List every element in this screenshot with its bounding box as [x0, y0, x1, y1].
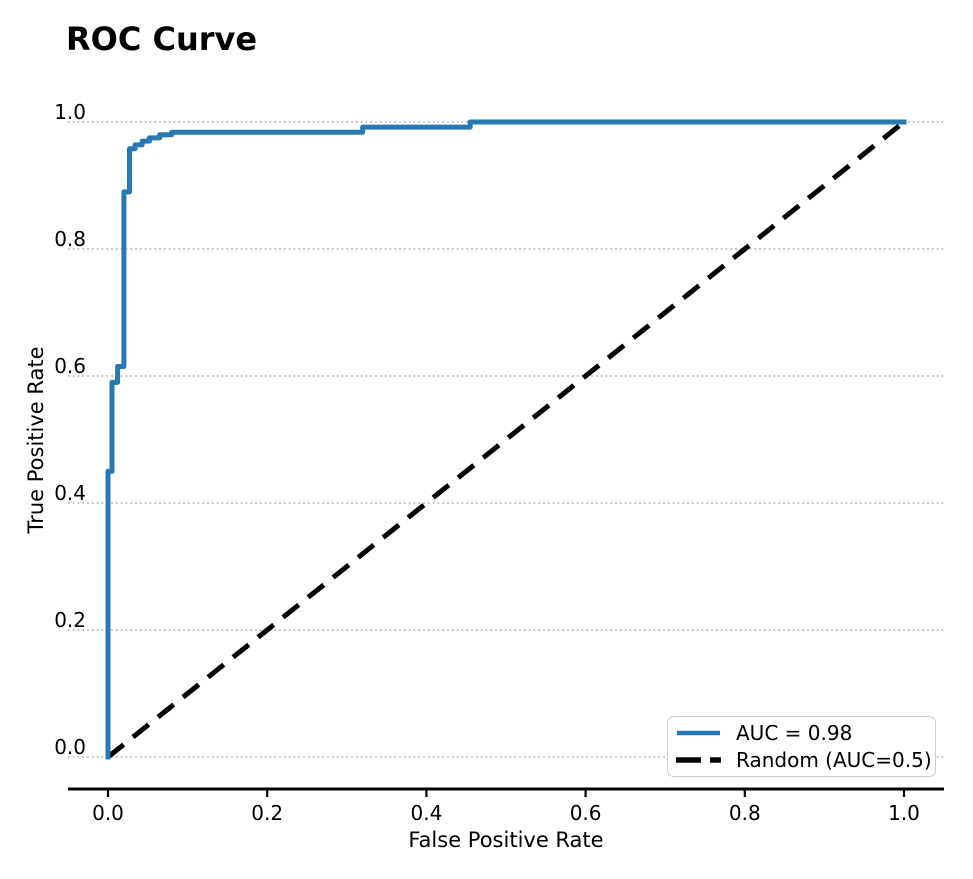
x-axis-label: False Positive Rate	[408, 828, 604, 852]
dashed-line-swatch-icon	[676, 756, 721, 763]
x-tick-label: 0.2	[251, 801, 283, 825]
chart-title: ROC Curve	[66, 20, 258, 58]
legend-item-auc: AUC = 0.98	[676, 720, 927, 746]
roc-curve-line	[105, 119, 907, 760]
y-tick-label: 0.6	[54, 354, 86, 378]
x-tick-label: 0.0	[92, 801, 124, 825]
x-tick-label: 0.4	[410, 801, 442, 825]
y-axis-label: True Positive Rate	[24, 346, 48, 534]
legend: AUC = 0.98 Random (AUC=0.5)	[667, 716, 936, 777]
legend-item-random: Random (AUC=0.5)	[676, 747, 932, 773]
legend-label-auc: AUC = 0.98	[736, 721, 853, 746]
y-tick-label: 0.0	[54, 735, 86, 759]
y-tick-label: 0.8	[54, 227, 86, 251]
y-tick-label: 0.2	[54, 608, 86, 632]
random-baseline-line	[106, 120, 906, 759]
y-tick-label: 0.4	[54, 481, 86, 505]
solid-line-swatch-icon	[677, 731, 720, 736]
x-tick-label: 0.8	[729, 801, 761, 825]
x-tick-label: 1.0	[888, 801, 920, 825]
x-tick-label: 0.6	[570, 801, 602, 825]
y-tick-label: 1.0	[54, 100, 86, 124]
legend-label-random: Random (AUC=0.5)	[736, 747, 932, 772]
